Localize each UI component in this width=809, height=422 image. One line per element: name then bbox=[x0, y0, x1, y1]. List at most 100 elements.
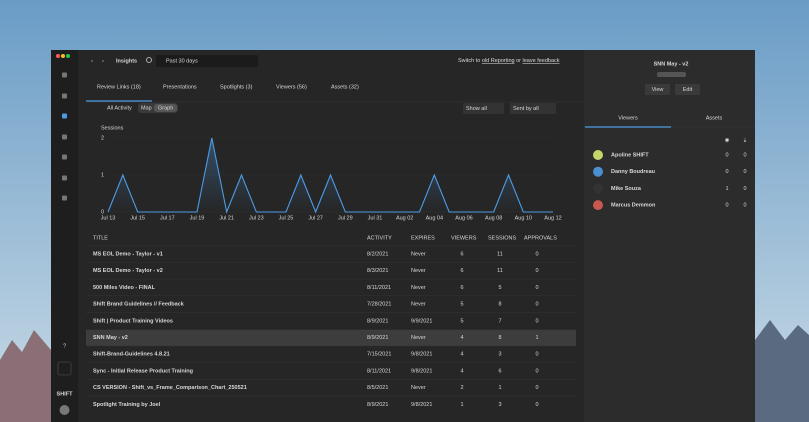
row-cell: Never bbox=[411, 302, 426, 308]
row-title[interactable]: SNN May - v2 bbox=[93, 335, 128, 341]
row-cell: 0 bbox=[535, 285, 538, 291]
tab[interactable]: Assets (32) bbox=[331, 84, 359, 90]
row-cell: 8/11/2021 bbox=[367, 368, 391, 374]
help-icon[interactable]: ? bbox=[63, 343, 66, 349]
row-cell: Never bbox=[411, 385, 426, 391]
row-title[interactable]: Shift | Product Training Videos bbox=[93, 318, 173, 324]
nav-icon[interactable] bbox=[62, 93, 67, 99]
row-cell: 8/3/2021 bbox=[367, 268, 388, 274]
row-cell: Never bbox=[411, 251, 426, 257]
row-title[interactable]: 500 Miles Video - FINAL bbox=[93, 285, 156, 291]
user-avatar[interactable] bbox=[59, 405, 70, 415]
viewer-stat: 0 bbox=[743, 186, 746, 192]
column-header[interactable]: EXPIRES bbox=[411, 235, 435, 241]
nav-icon[interactable] bbox=[62, 175, 67, 181]
column-header[interactable]: APPROVALS bbox=[524, 235, 557, 241]
switch-label: Switch to bbox=[458, 58, 480, 64]
download-icon[interactable]: ⤓ bbox=[744, 137, 747, 143]
date-filter[interactable] bbox=[156, 55, 258, 67]
row-cell: 8/5/2021 bbox=[367, 385, 388, 391]
forward[interactable]: › bbox=[102, 58, 104, 64]
close[interactable] bbox=[56, 54, 60, 58]
workspace-box[interactable] bbox=[57, 361, 72, 376]
tab[interactable]: Spotlights (3) bbox=[220, 84, 253, 90]
row-cell: 8/9/2021 bbox=[367, 318, 388, 324]
old-reporting-link[interactable]: old Reporting bbox=[482, 58, 515, 64]
tab[interactable]: Review Links (18) bbox=[97, 84, 141, 90]
row-cell: 9/8/2021 bbox=[411, 368, 432, 374]
tab[interactable]: Viewers (56) bbox=[276, 84, 307, 90]
viewer-avatar bbox=[593, 166, 603, 177]
back[interactable]: ‹ bbox=[91, 58, 93, 64]
nav-icon[interactable] bbox=[62, 154, 67, 160]
row-title[interactable]: Spotlight Training by Joel bbox=[93, 402, 161, 408]
tab[interactable]: Presentations bbox=[163, 84, 197, 90]
viewer-name[interactable]: Danny Boudreau bbox=[611, 169, 655, 175]
detail-tab[interactable]: Assets bbox=[706, 115, 723, 121]
button[interactable] bbox=[645, 84, 670, 95]
row-title[interactable]: CS VERSION - Shift_vs_Frame_Comparison_C… bbox=[93, 385, 247, 391]
viewer-stat: 0 bbox=[743, 152, 746, 158]
selected-row-bg bbox=[86, 330, 576, 346]
row-cell: 8 bbox=[498, 335, 501, 341]
detail-panel bbox=[584, 50, 755, 422]
nav-icon[interactable] bbox=[62, 113, 67, 119]
all-activity[interactable]: All Activity bbox=[107, 105, 132, 111]
row-cell: 7/28/2021 bbox=[367, 302, 391, 308]
row-cell: 1 bbox=[460, 402, 463, 408]
detail-tab[interactable]: Viewers bbox=[618, 115, 638, 121]
x-tick-label: Jul 23 bbox=[249, 215, 264, 221]
search-icon[interactable] bbox=[146, 57, 152, 63]
row-title[interactable]: MS EOL Demo - Taylor - v2 bbox=[93, 268, 163, 274]
button[interactable] bbox=[675, 84, 700, 95]
viewer-name[interactable]: Apoline SHIFT bbox=[611, 152, 649, 158]
row-cell: 0 bbox=[535, 368, 538, 374]
viewer-stat: 0 bbox=[725, 203, 728, 209]
row-title[interactable]: Sync - Initial Release Product Training bbox=[93, 368, 193, 374]
row-title[interactable]: MS EOL Demo - Taylor - v1 bbox=[93, 251, 163, 257]
sort-label: Sent by all bbox=[513, 106, 539, 112]
x-tick-label: Aug 06 bbox=[455, 215, 472, 221]
row-cell: 0 bbox=[535, 352, 538, 358]
x-tick-label: Jul 27 bbox=[308, 215, 323, 221]
x-tick-label: Jul 13 bbox=[101, 215, 116, 221]
viewer-name[interactable]: Mike Souza bbox=[611, 186, 642, 192]
nav-icon[interactable] bbox=[62, 195, 67, 201]
button-label: Edit bbox=[683, 87, 693, 93]
minimize[interactable] bbox=[61, 54, 65, 58]
detail-title: SNN May - v2 bbox=[654, 61, 689, 67]
column-header[interactable]: TITLE bbox=[93, 235, 108, 241]
row-cell: 7 bbox=[498, 318, 501, 324]
viewer-name[interactable]: Marcus Demmon bbox=[611, 203, 656, 209]
mountain bbox=[755, 320, 809, 422]
sort-dropdown[interactable] bbox=[510, 103, 556, 114]
x-tick-label: Jul 29 bbox=[338, 215, 353, 221]
row-cell: 8 bbox=[498, 302, 501, 308]
row-cell: 11 bbox=[497, 268, 503, 274]
page-title: Insights bbox=[116, 58, 137, 64]
row-title[interactable]: Shift-Brand-Guidelines 4.8.21 bbox=[93, 352, 170, 358]
switch-text: Switch to old Reporting or leave feedbac… bbox=[458, 58, 560, 64]
x-tick-label: Aug 12 bbox=[544, 215, 561, 221]
nav-icon[interactable] bbox=[62, 72, 67, 78]
viewer-avatar bbox=[593, 183, 603, 194]
column-header[interactable]: VIEWERS bbox=[451, 235, 477, 241]
column-header[interactable]: ACTIVITY bbox=[367, 235, 392, 241]
zoom[interactable] bbox=[66, 54, 70, 58]
nav-icon[interactable] bbox=[62, 134, 67, 140]
row-cell: 4 bbox=[460, 352, 463, 358]
row-cell: 0 bbox=[535, 385, 538, 391]
show-all-dropdown[interactable] bbox=[463, 103, 504, 114]
graph-toggle[interactable]: Graph bbox=[158, 105, 173, 111]
column-header[interactable]: SESSIONS bbox=[488, 235, 516, 241]
x-tick-label: Jul 21 bbox=[219, 215, 234, 221]
feedback-link[interactable]: leave feedback bbox=[523, 58, 560, 64]
show-all-label: Show all bbox=[466, 106, 487, 112]
x-tick-label: Jul 17 bbox=[160, 215, 175, 221]
viewer-avatar bbox=[593, 200, 603, 211]
row-title[interactable]: Shift Brand Guidelines // Feedback bbox=[93, 302, 185, 308]
row-cell: 5 bbox=[498, 285, 501, 291]
row-cell: 8/2/2021 bbox=[367, 251, 388, 257]
map-toggle[interactable]: Map bbox=[141, 105, 152, 111]
